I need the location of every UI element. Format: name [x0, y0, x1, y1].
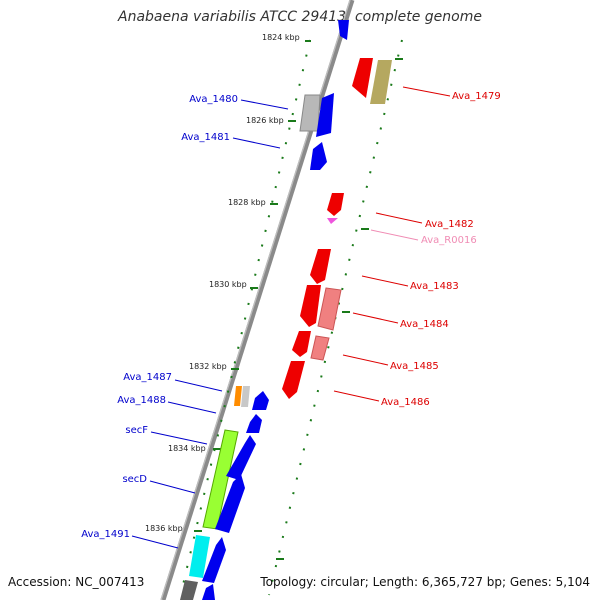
label-ava1491[interactable]: Ava_1491 [81, 529, 130, 540]
label-ava1488[interactable]: Ava_1488 [117, 395, 166, 406]
genome-backbone [160, 0, 355, 600]
gene-ava1487-b[interactable] [241, 386, 250, 407]
gene-ava1481[interactable] [310, 142, 327, 170]
gene-ava1483[interactable] [310, 249, 331, 284]
reverse-genes [282, 58, 392, 399]
label-ava1479[interactable]: Ava_1479 [452, 91, 501, 102]
accession-text: Accession: NC_007413 [8, 575, 145, 589]
genome-backbone-highlight [160, 0, 351, 600]
kbp-label-1834: 1834 kbp [168, 444, 206, 453]
label-ava1485[interactable]: Ava_1485 [390, 361, 439, 372]
leader-lines [131, 86, 451, 549]
kbp-label-1826: 1826 kbp [246, 116, 284, 125]
kbp-label-1832: 1832 kbp [189, 362, 227, 371]
kbp-tick-marks [194, 40, 311, 532]
gene-ava1480-forward[interactable] [316, 93, 334, 137]
label-ava1481[interactable]: Ava_1481 [181, 132, 230, 143]
gene-ava1480[interactable] [299, 94, 321, 132]
gene-secD[interactable] [215, 474, 245, 533]
gene-bottom-blue[interactable] [202, 584, 215, 600]
gene-ava1479[interactable] [352, 58, 373, 98]
label-secF[interactable]: secF [125, 425, 148, 436]
gene-ava1491[interactable] [189, 535, 210, 578]
label-ava1484[interactable]: Ava_1484 [400, 319, 449, 330]
gene-ava1484[interactable] [300, 285, 321, 327]
gene-ava-r0016[interactable] [327, 218, 338, 224]
label-ava-r0016[interactable]: Ava_R0016 [421, 235, 477, 246]
label-ava1482[interactable]: Ava_1482 [425, 219, 474, 230]
kbp-label-1828: 1828 kbp [228, 198, 266, 207]
map-title: Anabaena variabilis ATCC 29413, complete… [118, 9, 482, 25]
gene-ava1487[interactable] [234, 386, 242, 406]
gene-ava1482[interactable] [327, 193, 344, 216]
gene-ava1485[interactable] [292, 331, 311, 357]
gene-ava1485-b[interactable] [310, 335, 330, 361]
gene-ava1491-forward[interactable] [202, 537, 226, 583]
left-dotted-guide [182, 39, 311, 586]
gene-ava1488[interactable] [252, 391, 269, 410]
label-ava1486[interactable]: Ava_1486 [381, 397, 430, 408]
gene-ava1488-b[interactable] [246, 414, 262, 433]
right-tick-marks [276, 58, 403, 560]
topology-text: Topology: circular; Length: 6,365,727 bp… [260, 575, 590, 589]
gene-bottom-grey[interactable] [180, 580, 198, 600]
label-ava1487[interactable]: Ava_1487 [123, 372, 172, 383]
gene-secF-forward[interactable] [226, 435, 256, 480]
label-ava1483[interactable]: Ava_1483 [410, 281, 459, 292]
kbp-label-1824: 1824 kbp [262, 33, 300, 42]
kbp-label-1836: 1836 kbp [145, 524, 183, 533]
gene-ava1486[interactable] [282, 361, 305, 399]
label-ava1480[interactable]: Ava_1480 [189, 94, 238, 105]
label-secD[interactable]: secD [122, 474, 147, 485]
gene-block-top[interactable] [338, 20, 349, 40]
gene-ava1479-b[interactable] [370, 60, 392, 104]
gene-ava1484-b[interactable] [317, 287, 342, 331]
forward-genes [180, 20, 349, 600]
kbp-label-1830: 1830 kbp [209, 280, 247, 289]
